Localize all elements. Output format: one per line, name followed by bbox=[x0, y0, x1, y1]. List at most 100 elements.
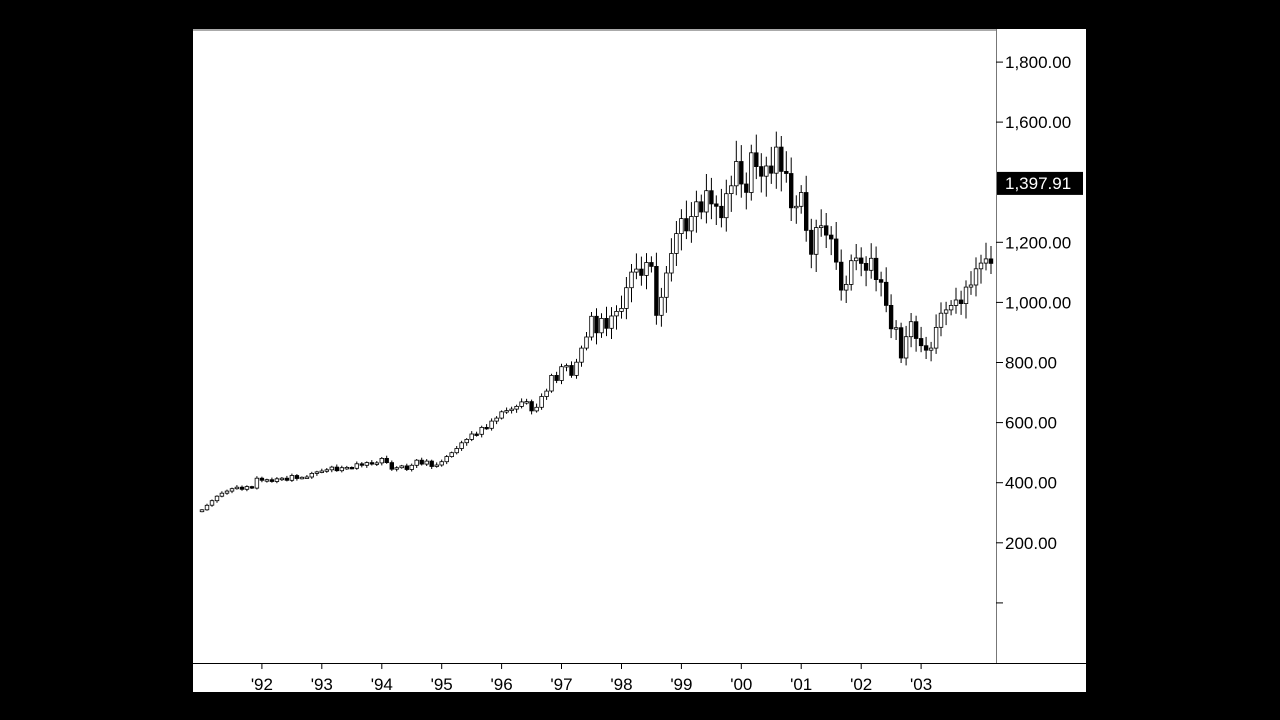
candle-body bbox=[389, 462, 394, 470]
last-price-label: 1,397.91 bbox=[1005, 174, 1071, 193]
candle-body bbox=[988, 258, 994, 264]
candle-body bbox=[854, 257, 859, 262]
candle bbox=[878, 271, 884, 297]
candle bbox=[709, 177, 714, 220]
candle-body bbox=[794, 205, 799, 209]
candle-body bbox=[494, 417, 499, 422]
candle-body bbox=[704, 190, 709, 213]
candle-body bbox=[849, 260, 854, 285]
candle bbox=[873, 246, 879, 292]
candle bbox=[289, 473, 295, 482]
y-tick-label: 200.00 bbox=[1005, 534, 1057, 553]
candle bbox=[494, 416, 499, 425]
candle bbox=[224, 489, 230, 495]
candle bbox=[918, 326, 924, 353]
candle-body bbox=[519, 401, 524, 407]
candle bbox=[714, 195, 719, 225]
candle bbox=[624, 277, 629, 320]
candle bbox=[234, 485, 240, 490]
candle bbox=[983, 242, 989, 271]
candle bbox=[729, 175, 734, 212]
candle-body bbox=[923, 345, 929, 351]
candle bbox=[404, 463, 409, 471]
candle bbox=[908, 313, 914, 348]
candle-body bbox=[314, 471, 320, 474]
candle-body bbox=[409, 464, 414, 470]
candle bbox=[244, 485, 250, 492]
candle-body bbox=[439, 461, 444, 466]
candle-body bbox=[644, 262, 649, 276]
candle-body bbox=[809, 229, 814, 255]
candle bbox=[434, 462, 439, 468]
candle bbox=[409, 463, 414, 472]
candle bbox=[844, 275, 849, 303]
candle bbox=[264, 478, 270, 483]
candle bbox=[893, 320, 899, 340]
candle bbox=[674, 221, 679, 266]
candle bbox=[819, 209, 824, 237]
candle bbox=[869, 243, 874, 279]
candle bbox=[884, 267, 889, 313]
candle-body bbox=[893, 327, 899, 330]
candle-body bbox=[504, 410, 509, 413]
candle bbox=[429, 459, 434, 469]
candle bbox=[988, 246, 994, 274]
candle-body bbox=[779, 146, 784, 172]
candle bbox=[314, 470, 320, 476]
candle bbox=[978, 254, 984, 284]
candle-body bbox=[859, 257, 864, 264]
candle bbox=[973, 257, 979, 297]
candle-body bbox=[239, 486, 245, 490]
candle-body bbox=[918, 338, 924, 347]
candle-body bbox=[224, 490, 230, 494]
candle bbox=[794, 195, 799, 224]
candle-body bbox=[933, 326, 939, 349]
candle-body bbox=[604, 317, 609, 329]
candle-body bbox=[474, 433, 479, 436]
candle-body bbox=[229, 488, 235, 492]
candle-body bbox=[659, 296, 664, 316]
candle-body bbox=[724, 193, 729, 219]
candle bbox=[669, 238, 674, 282]
candle bbox=[634, 253, 639, 280]
candle bbox=[859, 247, 864, 277]
candle-body bbox=[958, 299, 964, 304]
x-tick-label: '99 bbox=[670, 675, 692, 692]
candle bbox=[384, 455, 389, 464]
candle bbox=[469, 431, 474, 442]
candle-body bbox=[234, 486, 240, 490]
candle bbox=[254, 476, 260, 490]
candle-body bbox=[684, 218, 689, 232]
candle bbox=[799, 185, 804, 214]
candle bbox=[399, 464, 404, 469]
candle bbox=[359, 462, 364, 468]
y-tick-label: 1,000.00 bbox=[1005, 293, 1071, 312]
candle bbox=[319, 468, 324, 474]
y-tick-label: 600.00 bbox=[1005, 414, 1057, 433]
candle bbox=[419, 457, 424, 466]
chart-background bbox=[193, 29, 1086, 692]
candle-body bbox=[509, 408, 514, 412]
candle bbox=[279, 477, 285, 481]
candle-body bbox=[629, 271, 634, 289]
candle bbox=[589, 312, 594, 341]
candle-body bbox=[824, 225, 829, 236]
x-tick-label: '98 bbox=[610, 675, 632, 692]
candle bbox=[764, 156, 769, 197]
candle-body bbox=[414, 459, 419, 466]
y-tick-label: 800.00 bbox=[1005, 354, 1057, 373]
x-tick-label: '94 bbox=[371, 675, 393, 692]
candle bbox=[559, 363, 564, 385]
candle-body bbox=[714, 203, 719, 207]
chart-frame: 1,800.00 1,600.00 1,200.00 1,000.00 800.00 60… bbox=[193, 29, 1086, 694]
candle bbox=[719, 188, 724, 228]
candle-body bbox=[888, 304, 894, 330]
candle bbox=[329, 465, 334, 473]
candle bbox=[659, 287, 664, 327]
candle-body bbox=[469, 433, 474, 440]
candle-body bbox=[244, 486, 250, 490]
candle-body bbox=[699, 201, 704, 213]
candle-body bbox=[694, 201, 699, 217]
candle-body bbox=[664, 272, 669, 298]
candle-body bbox=[344, 466, 349, 470]
